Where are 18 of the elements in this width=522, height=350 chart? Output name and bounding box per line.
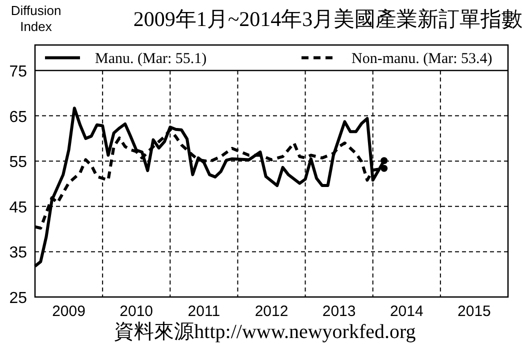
x-tick-label: 2011 [188, 303, 220, 320]
y-tick-label: 75 [9, 64, 28, 80]
text: 資料來源http://www.newyorkfed.org [114, 321, 416, 343]
x-tick-label: 2009 [52, 303, 86, 320]
x-tick-label: 2014 [390, 303, 424, 320]
legend-label: Manu. (Mar: 55.1) [95, 50, 207, 67]
y-tick-label: 25 [9, 290, 28, 307]
x-tick-label: 2012 [254, 303, 288, 320]
x-tick-label: 2015 [458, 303, 491, 320]
y-tick-label: 65 [9, 108, 28, 126]
chart-title: 2009年1月~2014年3月美國產業新訂單指數 [133, 7, 522, 31]
y-tick-label: 35 [9, 244, 28, 262]
y-axis-title: Diffusion Index [10, 3, 62, 34]
legend-label: Non-manu. (Mar: 53.4) [352, 50, 492, 67]
y-tick-label: 55 [9, 154, 28, 172]
y-tick-label: 45 [9, 199, 28, 216]
x-tick-label: 2013 [322, 303, 356, 320]
x-tick-label: 2010 [120, 303, 154, 320]
